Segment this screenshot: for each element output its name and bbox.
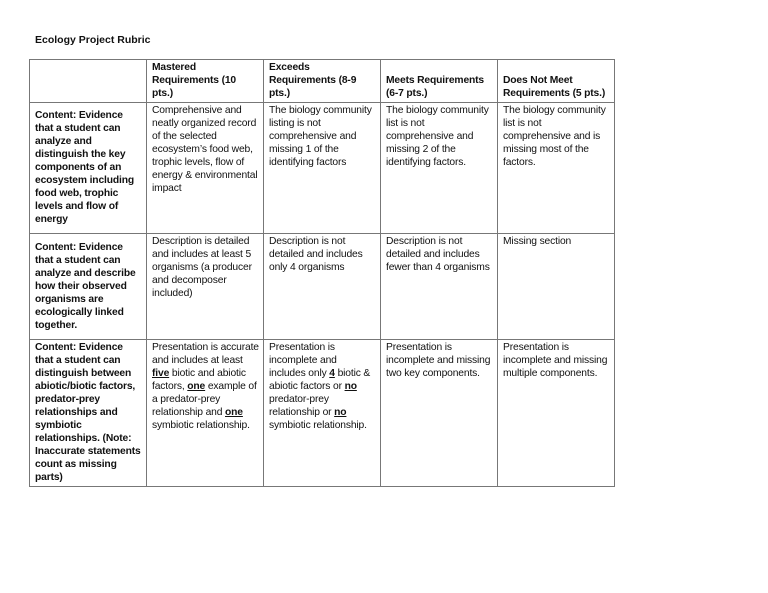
emphasized-text: no: [344, 381, 357, 392]
cell-text: Description is not detailed and includes…: [269, 236, 363, 273]
cell-text: The biology community list is not compre…: [386, 105, 489, 168]
rubric-cell: Presentation is incomplete and missing t…: [380, 339, 498, 487]
rubric-cell: The biology community list is not compre…: [497, 102, 615, 234]
rubric-cell: Presentation is accurate and includes at…: [146, 339, 264, 487]
emphasized-text: no: [334, 407, 347, 418]
document-title: Ecology Project Rubric: [35, 34, 151, 46]
cell-text: symbiotic relationship.: [152, 420, 250, 431]
cell-text: predator-prey relationship or: [269, 394, 335, 418]
rubric-cell: The biology community listing is not com…: [263, 102, 381, 234]
table-row: Content: Evidence that a student can dis…: [29, 339, 615, 487]
header-cell-empty: [29, 59, 147, 103]
cell-text: Presentation is accurate and includes at…: [152, 342, 259, 366]
cell-text: biotic & abiotic factors or: [269, 368, 371, 392]
table-row: Content: Evidence that a student can ana…: [29, 233, 615, 340]
cell-text: Missing section: [503, 236, 572, 247]
header-cell-does-not-meet: Does Not Meet Requirements (5 pts.): [497, 59, 615, 103]
cell-text: example of a predator-prey relationship …: [152, 381, 257, 418]
cell-text: symbiotic relationship.: [269, 420, 367, 431]
rubric-cell: Presentation is incomplete and includes …: [263, 339, 381, 487]
rubric-cell: Description is detailed and includes at …: [146, 233, 264, 340]
header-row: Mastered Requirements (10 pts.) Exceeds …: [29, 59, 615, 103]
header-cell-mastered: Mastered Requirements (10 pts.): [146, 59, 264, 103]
header-cell-exceeds: Exceeds Requirements (8-9 pts.): [263, 59, 381, 103]
emphasized-text: one: [187, 381, 206, 392]
cell-text: The biology community listing is not com…: [269, 105, 372, 168]
emphasized-text: five: [152, 368, 170, 379]
rubric-cell: Missing section: [497, 233, 615, 340]
rubric-cell: Description is not detailed and includes…: [263, 233, 381, 340]
criterion-cell: Content: Evidence that a student can dis…: [29, 339, 147, 487]
table-row: Content: Evidence that a student can ana…: [29, 102, 615, 234]
rubric-table: Mastered Requirements (10 pts.) Exceeds …: [29, 59, 615, 487]
emphasized-text: 4: [329, 368, 335, 379]
criterion-cell: Content: Evidence that a student can ana…: [29, 233, 147, 340]
rubric-cell: Comprehensive and neatly organized recor…: [146, 102, 264, 234]
cell-text: The biology community list is not compre…: [503, 105, 606, 168]
cell-text: Description is not detailed and includes…: [386, 236, 490, 273]
emphasized-text: one: [225, 407, 243, 418]
rubric-cell: Description is not detailed and includes…: [380, 233, 498, 340]
cell-text: Comprehensive and neatly organized recor…: [152, 105, 258, 194]
criterion-cell: Content: Evidence that a student can ana…: [29, 102, 147, 234]
cell-text: biotic and abiotic factors,: [152, 368, 246, 392]
cell-text: Presentation is incomplete and missing t…: [386, 342, 491, 379]
cell-text: Presentation is incomplete and missing m…: [503, 342, 608, 379]
header-cell-meets: Meets Requirements (6-7 pts.): [380, 59, 498, 103]
cell-text: Description is detailed and includes at …: [152, 236, 252, 299]
cell-text: Presentation is incomplete and includes …: [269, 342, 337, 379]
rubric-cell: The biology community list is not compre…: [380, 102, 498, 234]
rubric-cell: Presentation is incomplete and missing m…: [497, 339, 615, 487]
